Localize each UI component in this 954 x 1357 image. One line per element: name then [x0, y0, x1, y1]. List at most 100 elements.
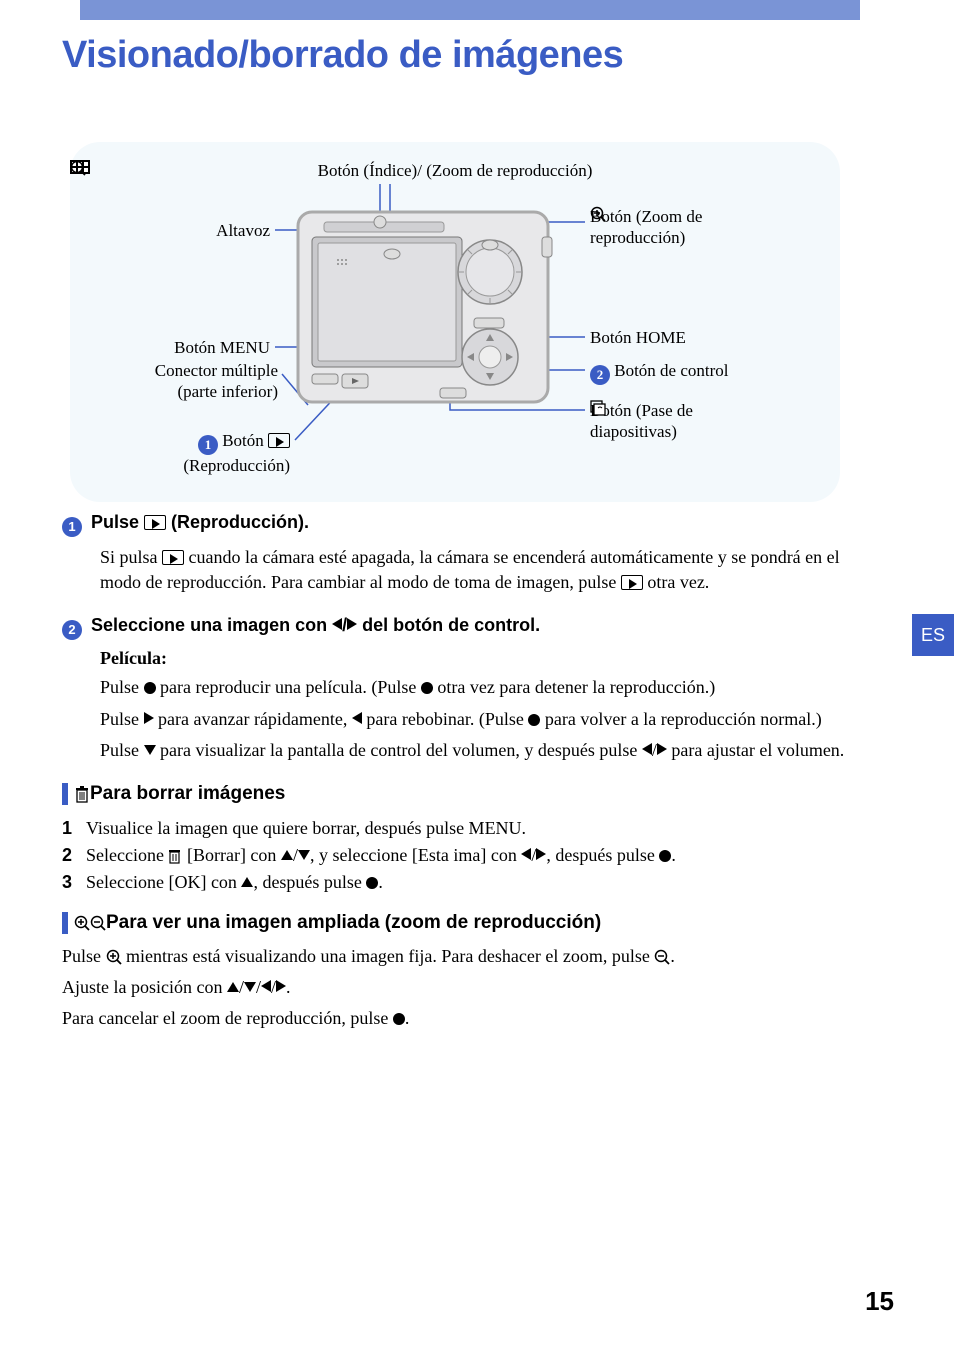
section-bar-icon: [62, 783, 68, 805]
badge-1-icon: 1: [62, 517, 82, 537]
section-zoom-heading: Para ver una imagen ampliada (zoom de re…: [62, 912, 852, 934]
zoom-in-icon: [74, 915, 90, 931]
text: .: [405, 1008, 410, 1028]
play-icon: [621, 575, 643, 590]
step-2-line1: Pulse para reproducir una película. (Pul…: [100, 675, 852, 700]
text: mientras está visualizando una imagen fi…: [122, 946, 655, 966]
zoom-in-icon: [590, 206, 606, 222]
text: cuando la cámara esté apagada, la cámara…: [100, 547, 840, 592]
text: (Pase de: [636, 401, 693, 420]
text: Para borrar imágenes: [90, 783, 285, 805]
zoom-in-icon: [106, 949, 122, 965]
zoom-out-icon: [90, 915, 106, 931]
play-icon: [144, 515, 166, 530]
text: Seleccione: [86, 845, 168, 865]
left-arrow-icon: [332, 618, 342, 630]
text: (Reproducción).: [166, 512, 309, 532]
right-arrow-icon: [347, 618, 357, 630]
text: Ajuste la posición con: [62, 977, 227, 997]
center-dot-icon: [366, 877, 378, 889]
step-1: 1 Pulse (Reproducción). Si pulsa cuando …: [62, 512, 852, 595]
slideshow-icon: [590, 400, 608, 416]
text: .: [671, 845, 676, 865]
badge-2-icon: 2: [62, 620, 82, 640]
up-arrow-icon: [227, 982, 239, 992]
play-icon: [162, 550, 184, 565]
center-dot-icon: [144, 682, 156, 694]
section-delete: Para borrar imágenes 1 Visualice la imag…: [62, 783, 852, 896]
text: .: [378, 872, 383, 892]
text: para rebobinar. (Pulse: [362, 709, 528, 729]
text: .: [670, 946, 675, 966]
text: otra vez.: [643, 572, 709, 592]
callout-zoom-in: Botón (Zoom de reproducción): [590, 206, 810, 249]
text: para reproducir una película. (Pulse: [156, 677, 421, 697]
step-2-heading: 2 Seleccione una imagen con / del botón …: [62, 615, 852, 640]
play-icon: [268, 433, 290, 448]
text: Visualice la imagen que quiere borrar, d…: [86, 815, 526, 842]
trash-icon: [168, 848, 182, 864]
text: (Zoom de: [636, 207, 703, 226]
text: para volver a la reproducción normal.): [540, 709, 821, 729]
delete-step-3: 3 Seleccione [OK] con , después pulse .: [62, 869, 852, 896]
text: Seleccione [OK] con: [86, 872, 241, 892]
delete-step-2: 2 Seleccione [Borrar] con /, y seleccion…: [62, 842, 852, 869]
content-area: 1 Pulse (Reproducción). Si pulsa cuando …: [62, 512, 852, 1038]
right-arrow-icon: [144, 712, 154, 724]
header-accent-bar: [80, 0, 860, 20]
text: Si pulsa: [100, 547, 162, 567]
text: Botón de control: [614, 361, 728, 380]
section-delete-heading: Para borrar imágenes: [62, 783, 852, 805]
text: Botón: [218, 431, 268, 450]
callout-control: 2 Botón de control: [590, 360, 810, 385]
text: , y seleccione [Esta ima] con: [310, 845, 521, 865]
up-arrow-icon: [241, 877, 253, 887]
up-arrow-icon: [281, 850, 293, 860]
text: para visualizar la pantalla de control d…: [156, 740, 642, 760]
zoom-out-icon: [654, 949, 670, 965]
text: otra vez para detener la reproducción.): [433, 677, 715, 697]
callout-home: Botón HOME: [590, 327, 810, 348]
delete-step-1: 1 Visualice la imagen que quiere borrar,…: [62, 815, 852, 842]
badge-1-icon: 1: [198, 435, 218, 455]
center-dot-icon: [659, 850, 671, 862]
text: Pulse: [100, 709, 144, 729]
text: Seleccione [Borrar] con /, y seleccione …: [86, 842, 676, 869]
down-arrow-icon: [144, 745, 156, 755]
center-dot-icon: [528, 714, 540, 726]
right-arrow-icon: [276, 980, 286, 992]
page-title: Visionado/borrado de imágenes: [62, 34, 623, 77]
step-1-body: Si pulsa cuando la cámara esté apagada, …: [100, 545, 852, 595]
text: Para ver una imagen ampliada (zoom de re…: [106, 912, 601, 934]
text: (parte inferior): [177, 382, 278, 401]
text: Para cancelar el zoom de reproducción, p…: [62, 1008, 393, 1028]
text: reproducción): [590, 228, 685, 247]
text: , después pulse: [546, 845, 659, 865]
zoom-line2: Ajuste la posición con ///.: [62, 975, 852, 1000]
text: (Reproducción): [183, 456, 290, 475]
right-arrow-icon: [657, 743, 667, 755]
callout-conector: Conector múltiple (parte inferior): [70, 360, 278, 403]
left-arrow-icon: [261, 980, 271, 992]
camera-diagram-panel: Botón (Índice)/ (Zoom de reproducción): [70, 142, 840, 502]
step-2: 2 Seleccione una imagen con / del botón …: [62, 615, 852, 763]
text: Conector múltiple: [155, 361, 278, 380]
text: para avanzar rápidamente,: [154, 709, 352, 729]
zoom-line1: Pulse mientras está visualizando una ima…: [62, 944, 852, 969]
section-zoom: Para ver una imagen ampliada (zoom de re…: [62, 912, 852, 1032]
step-1-heading: 1 Pulse (Reproducción).: [62, 512, 852, 537]
center-dot-icon: [393, 1013, 405, 1025]
callout-menu: Botón MENU: [70, 337, 270, 358]
callout-play-button: 1 Botón (Reproducción): [70, 430, 290, 476]
trash-icon: [74, 785, 90, 803]
list-number: 3: [62, 869, 86, 896]
page-number: 15: [865, 1286, 894, 1317]
center-dot-icon: [421, 682, 433, 694]
text: del botón de control.: [357, 615, 540, 635]
text: Pulse: [100, 740, 144, 760]
text: Pulse: [100, 677, 144, 697]
left-arrow-icon: [521, 848, 531, 860]
callout-altavoz: Altavoz: [70, 220, 270, 241]
text: Pulse: [62, 946, 106, 966]
text: Seleccione una imagen con: [91, 615, 332, 635]
